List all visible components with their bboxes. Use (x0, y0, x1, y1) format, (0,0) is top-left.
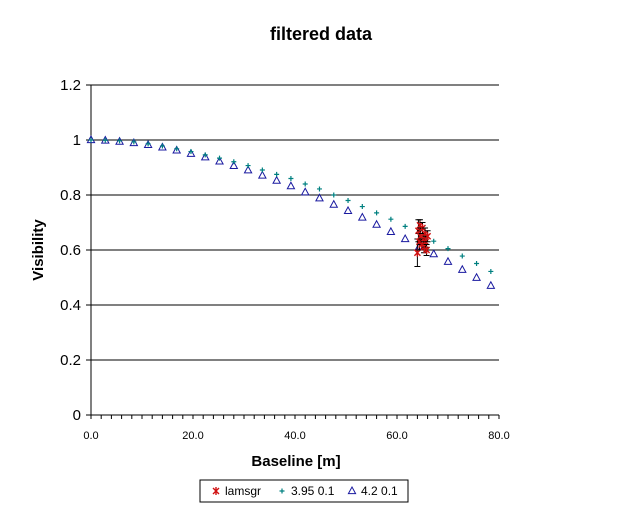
point-3-95-0-1 (245, 163, 251, 169)
point-lamsgr (424, 232, 432, 241)
point-3-95-0-1 (459, 253, 465, 259)
point-3-95-0-1 (316, 186, 322, 192)
point-4-2-0-1 (172, 145, 182, 154)
point-3-95-0-1 (102, 137, 108, 143)
point-3-95-0-1 (231, 159, 237, 165)
point-3-95-0-1 (431, 238, 437, 244)
legend: lamsgr 3.95 0.1 4.2 0.1 (199, 479, 409, 503)
legend-marker (212, 487, 220, 495)
y-tick-label: 0.8 (60, 187, 81, 204)
point-4-2-0-1 (272, 175, 282, 184)
point-4-2-0-1 (229, 160, 239, 169)
point-4-2-0-1 (200, 152, 210, 161)
point-3-95-0-1 (331, 192, 337, 198)
point-4-2-0-1 (429, 249, 439, 258)
point-3-95-0-1 (402, 223, 408, 229)
plot-area: 0 0.2 0.4 0.6 0.8 1 1.2 0.0 20.0 40.0 60.0 80.0 (60, 77, 510, 442)
point-3-95-0-1 (302, 181, 308, 187)
point-4-2-0-1 (186, 148, 196, 157)
point-4-2-0-1 (400, 233, 410, 243)
point-3-95-0-1 (388, 216, 394, 222)
point-3-95-0-1 (217, 155, 223, 161)
point-4-2-0-1 (386, 226, 396, 235)
point-4-2-0-1 (286, 181, 296, 190)
point-4-2-0-1 (486, 280, 496, 289)
point-3-95-0-1 (374, 210, 380, 216)
point-4-2-0-1 (372, 219, 382, 228)
y-tick-label: 0.2 (60, 352, 81, 369)
chart-title: filtered data (270, 24, 373, 44)
point-3-95-0-1 (259, 167, 265, 173)
y-axis-title: Visibility (30, 219, 47, 281)
point-4-2-0-1 (215, 156, 224, 165)
point-4-2-0-1 (443, 256, 453, 265)
legend-box (199, 479, 409, 503)
x-tick-label: 80.0 (488, 430, 509, 442)
point-4-2-0-1 (343, 205, 353, 215)
legend-label: lamsgr (225, 484, 261, 498)
point-3-95-0-1 (274, 171, 280, 177)
point-3-95-0-1 (488, 268, 494, 274)
point-4-2-0-1 (472, 272, 482, 281)
point-3-95-0-1 (359, 204, 365, 210)
y-tick-label: 1.2 (60, 77, 81, 94)
point-3-95-0-1 (188, 149, 194, 155)
point-4-2-0-1 (315, 193, 324, 202)
legend-marker (279, 488, 285, 494)
point-3-95-0-1 (345, 198, 351, 203)
point-3-95-0-1 (288, 176, 294, 181)
point-3-95-0-1 (88, 137, 94, 143)
point-4-2-0-1 (86, 134, 96, 144)
x-tick-label: 60.0 (386, 430, 407, 442)
point-4-2-0-1 (357, 212, 367, 221)
x-axis-title: Baseline [m] (251, 453, 340, 470)
point-3-95-0-1 (145, 141, 151, 147)
legend-marker (347, 485, 357, 495)
point-4-2-0-1 (329, 199, 339, 208)
y-tick-label: 0 (73, 407, 81, 424)
y-tick-label: 0.4 (60, 297, 81, 314)
point-4-2-0-1 (300, 187, 310, 196)
y-tick-label: 0.6 (60, 242, 81, 259)
x-tick-label: 40.0 (284, 430, 305, 442)
point-3-95-0-1 (445, 246, 451, 252)
x-tick-label: 20.0 (182, 430, 203, 442)
legend-label: 3.95 0.1 (291, 484, 335, 498)
point-lamsgr (423, 246, 431, 254)
point-3-95-0-1 (117, 138, 123, 144)
point-3-95-0-1 (159, 143, 165, 149)
legend-label: 4.2 0.1 (361, 484, 398, 498)
point-4-2-0-1 (243, 165, 253, 174)
point-3-95-0-1 (474, 260, 480, 266)
point-3-95-0-1 (174, 146, 180, 152)
point-3-95-0-1 (202, 152, 208, 158)
point-4-2-0-1 (457, 264, 467, 273)
y-tick-label: 1 (73, 132, 81, 149)
x-tick-label: 0.0 (83, 430, 98, 442)
point-3-95-0-1 (131, 139, 137, 145)
point-4-2-0-1 (257, 170, 267, 179)
point-4-2-0-1 (157, 142, 167, 151)
